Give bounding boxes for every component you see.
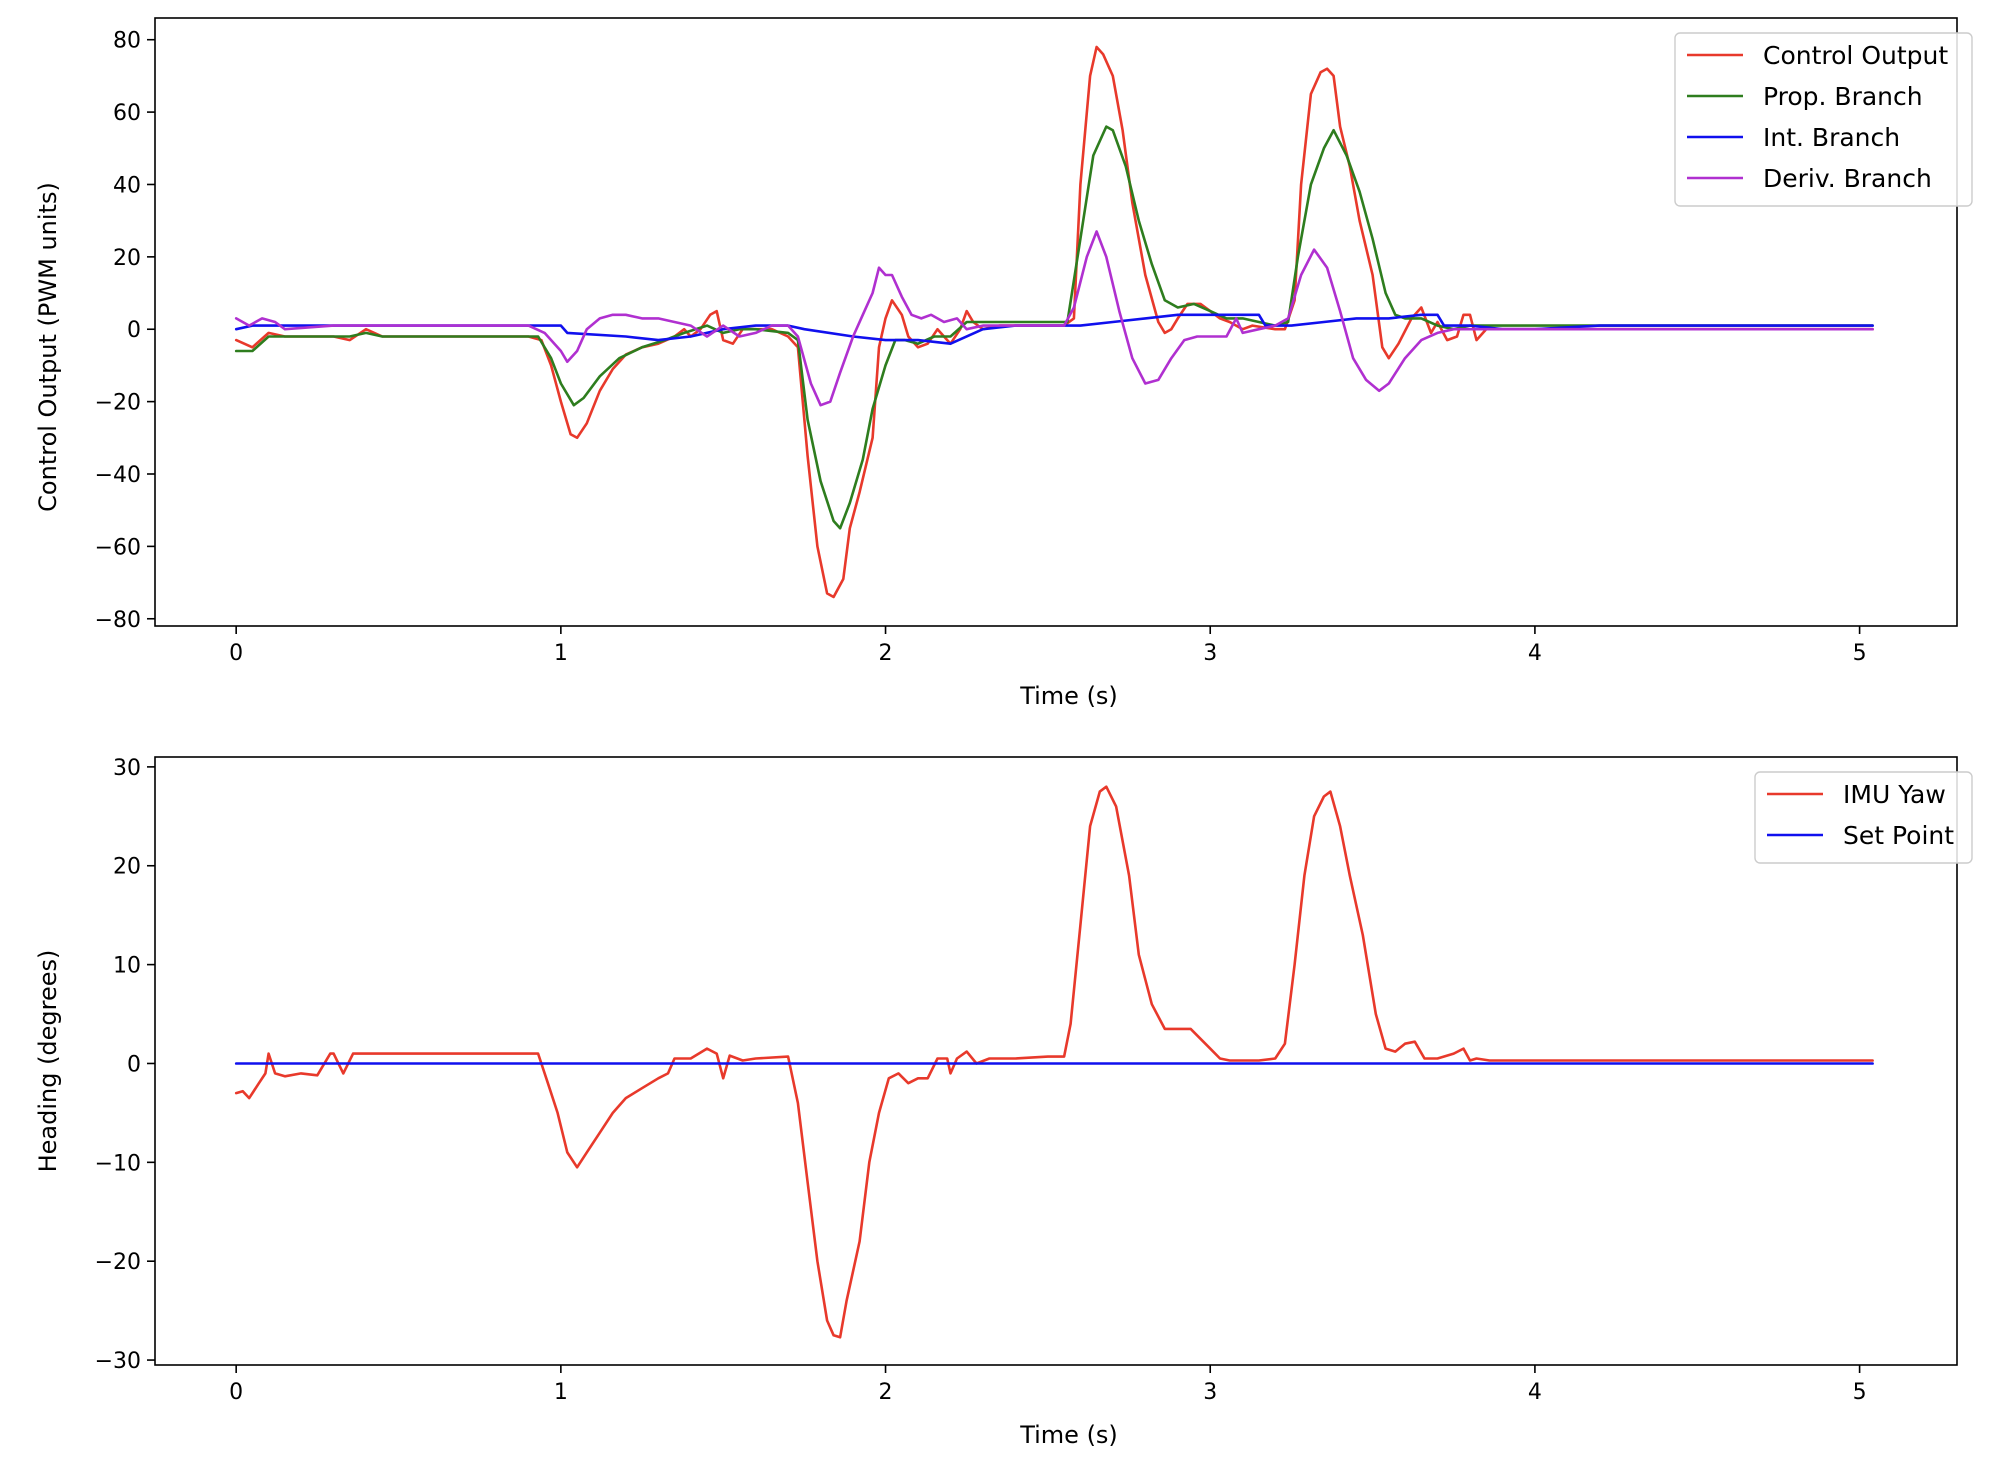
control-output-y-axis-label: Control Output (PWM units) <box>34 182 62 512</box>
series-line-imu-yaw <box>234 785 1874 1339</box>
control-output-legend-frame <box>1674 32 1973 207</box>
control-output-x-tick-label: 0 <box>229 641 243 666</box>
heading-x-tick-label: 3 <box>1203 1380 1217 1405</box>
heading-x-tick-label: 0 <box>229 1380 243 1405</box>
control-output-y-tick-label: −60 <box>95 535 141 560</box>
heading-y-tick-label: 30 <box>113 756 141 781</box>
series-line-control-output <box>234 45 1874 599</box>
heading-legend: IMU Yaw Set Point <box>1754 771 1973 864</box>
heading-y-axis-label: Heading (degrees) <box>34 950 62 1173</box>
legend-label-imu-yaw: IMU Yaw <box>1843 780 1946 809</box>
heading-y-ticks: −30 −20 −10 0 10 20 30 <box>95 756 155 1374</box>
heading-x-tick-label: 1 <box>554 1380 568 1405</box>
heading-series-layer <box>234 785 1874 1339</box>
control-output-y-tick-label: −40 <box>95 463 141 488</box>
series-line-prop-branch <box>234 125 1874 530</box>
heading-x-ticks: 0 1 2 3 4 5 <box>229 1365 1867 1405</box>
legend-label-set-point: Set Point <box>1843 821 1954 850</box>
heading-x-tick-label: 5 <box>1853 1380 1867 1405</box>
series-line-int-branch <box>234 313 1874 346</box>
control-output-x-tick-label: 4 <box>1528 641 1542 666</box>
control-output-y-tick-label: −80 <box>95 608 141 633</box>
control-output-y-tick-label: 60 <box>113 101 141 126</box>
control-output-y-tick-label: 40 <box>113 173 141 198</box>
legend-label-int-branch: Int. Branch <box>1763 123 1900 152</box>
control-output-y-tick-label: −20 <box>95 391 141 416</box>
control-output-y-tick-label: 20 <box>113 246 141 271</box>
heading-plot-frame <box>154 756 1958 1366</box>
control-output-x-axis-label: Time (s) <box>1019 682 1118 710</box>
heading-y-tick-label: −20 <box>95 1250 141 1275</box>
control-output-series-layer <box>234 45 1874 599</box>
control-output-plot-frame <box>154 17 1958 627</box>
heading-y-tick-label: −10 <box>95 1151 141 1176</box>
control-output-x-tick-label: 5 <box>1853 641 1867 666</box>
heading-y-tick-label: −30 <box>95 1349 141 1374</box>
heading-subplot: 0 1 2 3 4 5 −30 −20 −10 0 10 20 30 Time (s) Heading… <box>34 756 1973 1449</box>
legend-label-deriv-branch: Deriv. Branch <box>1763 164 1932 193</box>
control-output-subplot: 0 1 2 3 4 5 −80 −60 −40 −20 0 20 40 60 80 Time (s) Co… <box>34 17 1973 710</box>
heading-x-tick-label: 4 <box>1528 1380 1542 1405</box>
heading-x-tick-label: 2 <box>879 1380 893 1405</box>
control-output-x-tick-label: 1 <box>554 641 568 666</box>
series-line-deriv-branch <box>234 230 1874 407</box>
control-output-legend: Control Output Prop. Branch Int. Branch Der… <box>1674 32 1973 207</box>
control-output-x-tick-label: 3 <box>1203 641 1217 666</box>
legend-label-prop-branch: Prop. Branch <box>1763 82 1923 111</box>
heading-x-axis-label: Time (s) <box>1019 1421 1118 1449</box>
control-output-y-tick-label: 80 <box>113 29 141 54</box>
control-output-x-ticks: 0 1 2 3 4 5 <box>229 626 1867 666</box>
legend-label-control-output: Control Output <box>1763 41 1948 70</box>
control-output-y-ticks: −80 −60 −40 −20 0 20 40 60 80 <box>95 29 155 633</box>
control-output-x-tick-label: 2 <box>879 641 893 666</box>
heading-y-tick-label: 0 <box>127 1052 141 1077</box>
heading-y-tick-label: 10 <box>113 954 141 979</box>
control-output-y-tick-label: 0 <box>127 318 141 343</box>
heading-y-tick-label: 20 <box>113 855 141 880</box>
